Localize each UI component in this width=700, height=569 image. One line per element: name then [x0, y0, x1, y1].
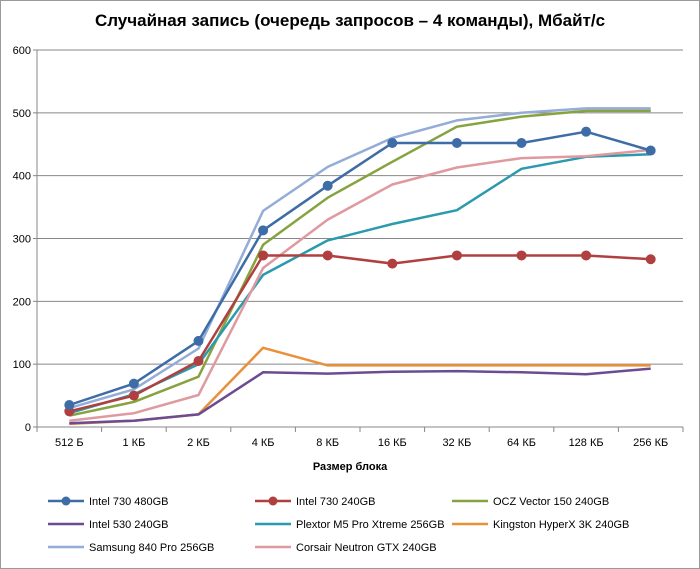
data-point	[128, 378, 139, 389]
data-point	[516, 137, 527, 148]
series-2	[64, 250, 656, 417]
data-point	[516, 250, 527, 261]
chart-title: Случайная запись (очередь запросов – 4 к…	[95, 11, 605, 30]
x-tick-label: 512 Б	[55, 437, 84, 449]
data-point	[645, 254, 656, 265]
x-tick-label: 16 КБ	[378, 437, 407, 449]
legend-marker	[268, 496, 278, 506]
series-line	[69, 109, 651, 417]
data-point	[193, 335, 204, 346]
x-tick-label: 32 КБ	[442, 437, 471, 449]
data-point	[451, 250, 462, 261]
series-4	[69, 367, 651, 425]
x-axis-title: Размер блока	[313, 461, 388, 473]
data-point	[387, 137, 398, 148]
series-line	[68, 130, 652, 407]
legend-item: Intel 730 240GB	[255, 496, 376, 508]
series-line	[69, 367, 651, 425]
legend-label: Kingston HyperX 3K 240GB	[493, 519, 629, 531]
data-point	[322, 250, 333, 261]
data-point	[322, 180, 333, 191]
y-tick-label: 0	[25, 422, 31, 434]
series-6	[69, 346, 651, 426]
y-axis-ticks: 0 100 200 300 400 500 600	[13, 45, 37, 434]
y-tick-label: 300	[13, 234, 31, 246]
legend-item: Intel 730 480GB	[48, 496, 169, 508]
legend-label: Intel 730 240GB	[296, 496, 376, 508]
series-8	[69, 148, 651, 422]
data-point	[451, 137, 462, 148]
x-tick-label: 2 КБ	[187, 437, 210, 449]
legend-item: Corsair Neutron GTX 240GB	[255, 542, 437, 554]
data-point	[387, 258, 398, 269]
data-point	[193, 356, 204, 367]
series-lines	[64, 107, 656, 426]
series-1	[64, 126, 656, 411]
legend: Intel 730 480GB Intel 730 240GB OCZ Vector…	[48, 496, 629, 554]
y-tick-label: 100	[13, 359, 31, 371]
legend-marker	[61, 496, 71, 506]
legend-item: Samsung 840 Pro 256GB	[48, 542, 214, 554]
legend-item: Plextor M5 Pro Xtreme 256GB	[255, 519, 445, 531]
legend-label: Intel 730 480GB	[89, 496, 169, 508]
x-tick-label: 8 КБ	[316, 437, 339, 449]
data-point	[258, 225, 269, 236]
data-point	[258, 250, 269, 261]
data-point	[581, 126, 592, 137]
series-line	[69, 254, 651, 413]
y-tick-label: 500	[13, 108, 31, 120]
data-point	[581, 250, 592, 261]
x-tick-label: 64 КБ	[507, 437, 536, 449]
x-tick-label: 4 КБ	[252, 437, 275, 449]
legend-item: Intel 530 240GB	[48, 519, 169, 531]
series-3	[69, 109, 651, 417]
series-7	[68, 107, 651, 410]
legend-label: Plextor M5 Pro Xtreme 256GB	[296, 519, 445, 531]
series-line	[69, 346, 651, 426]
legend-label: Corsair Neutron GTX 240GB	[296, 542, 437, 554]
y-tick-label: 200	[13, 296, 31, 308]
series-line	[68, 107, 651, 410]
data-point	[645, 145, 656, 156]
legend-label: Intel 530 240GB	[89, 519, 169, 531]
y-tick-label: 600	[13, 45, 31, 57]
x-axis-ticks: 512 Б 1 КБ 2 КБ 4 КБ 8 КБ 16 КБ 32 КБ 64 КБ 128 …	[36, 427, 684, 449]
legend-item: OCZ Vector 150 240GB	[452, 496, 609, 508]
x-tick-label: 256 КБ	[633, 437, 668, 449]
legend-label: Samsung 840 Pro 256GB	[89, 542, 214, 554]
gridlines	[37, 49, 683, 365]
y-tick-label: 400	[13, 171, 31, 183]
legend-label: OCZ Vector 150 240GB	[493, 496, 609, 508]
data-point	[64, 400, 75, 411]
legend-item: Kingston HyperX 3K 240GB	[452, 519, 629, 531]
x-tick-label: 128 КБ	[569, 437, 604, 449]
x-tick-label: 1 КБ	[122, 437, 145, 449]
series-line	[69, 148, 651, 422]
data-point	[128, 390, 139, 401]
